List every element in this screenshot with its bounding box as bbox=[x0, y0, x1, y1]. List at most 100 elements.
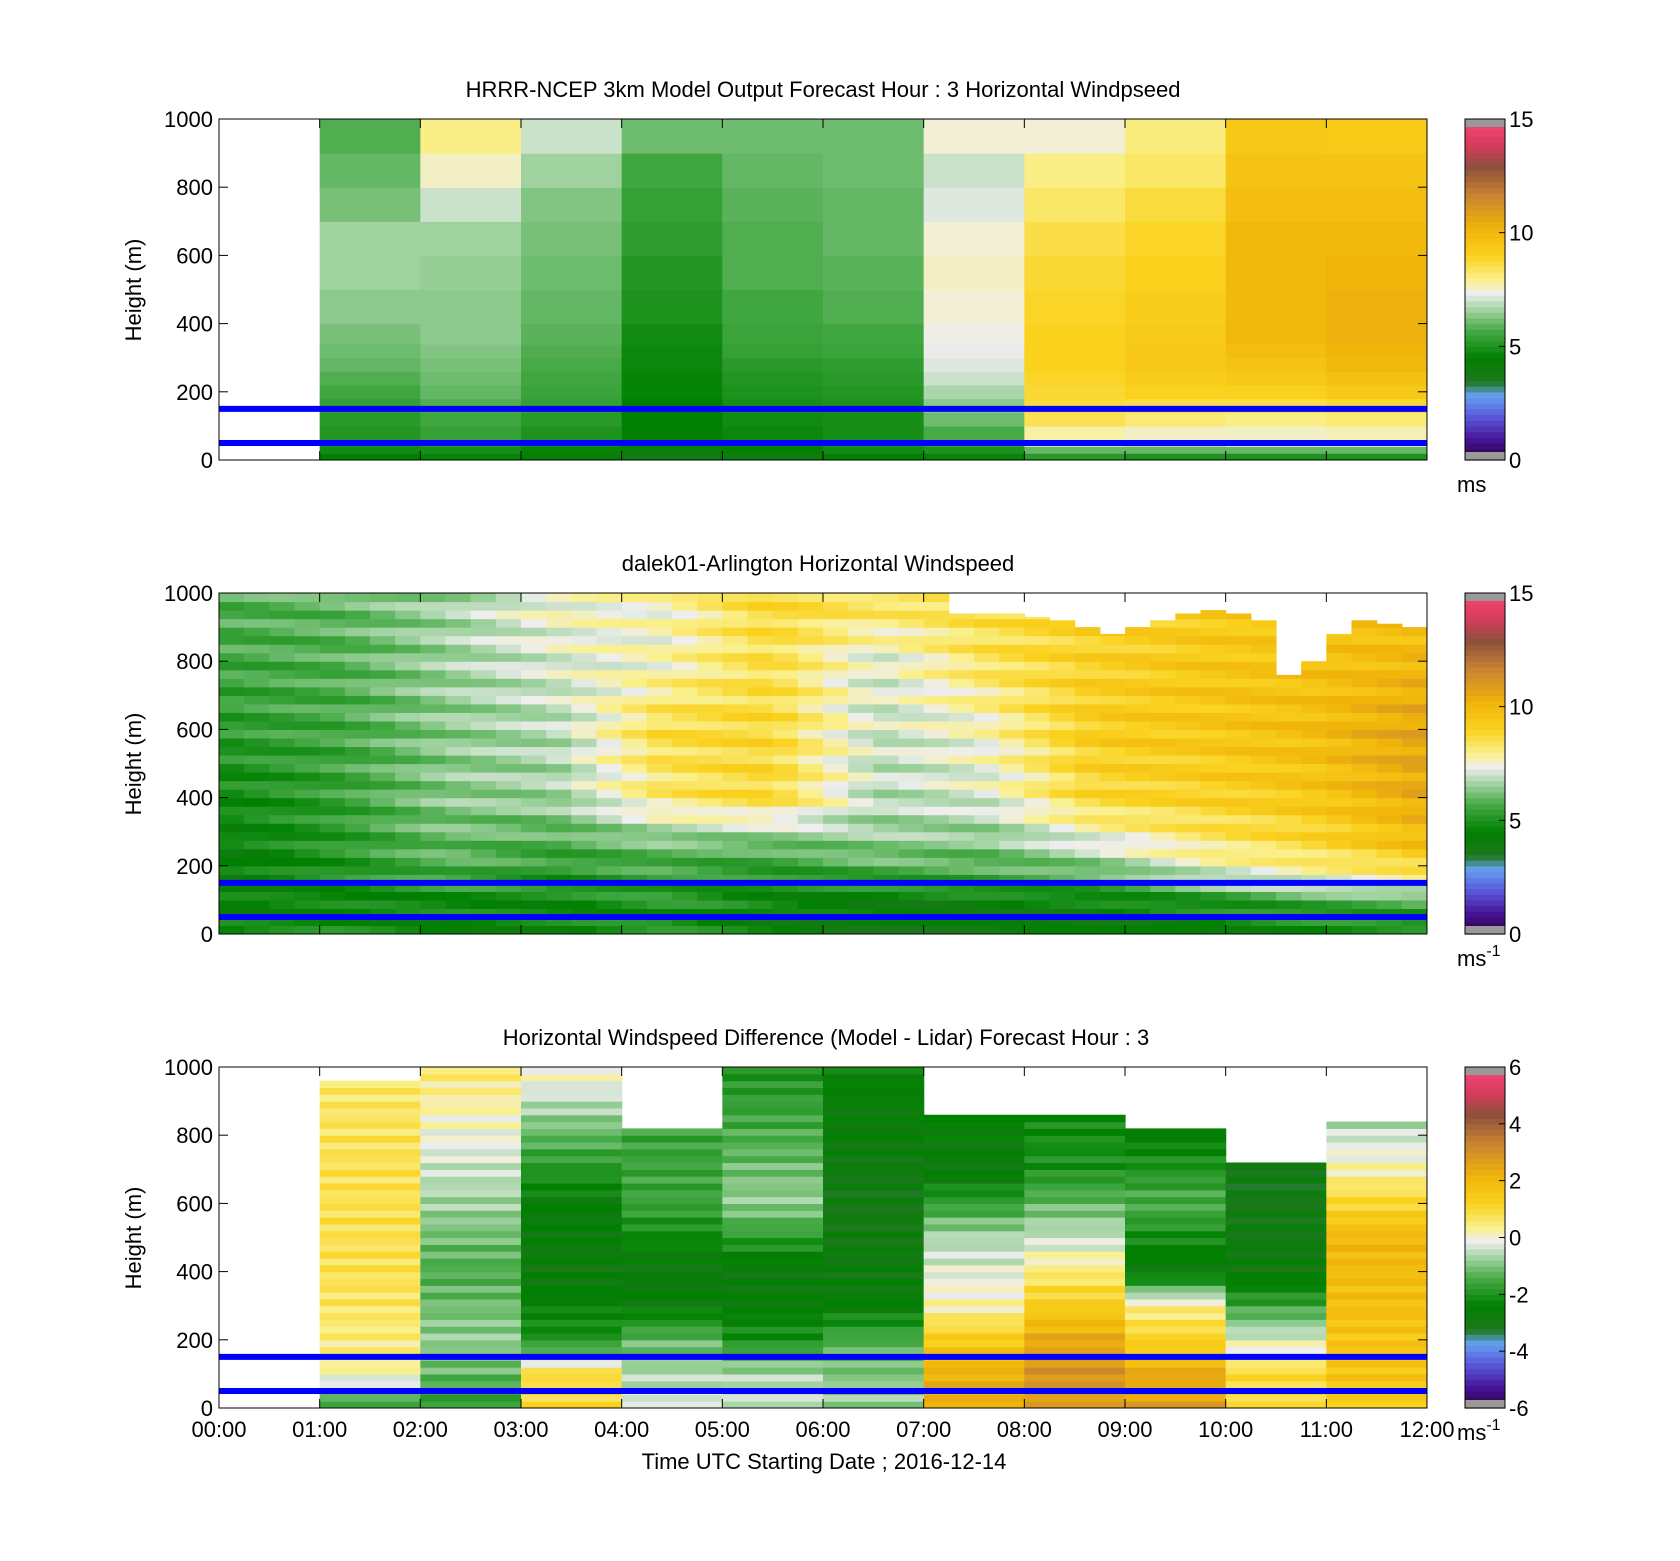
heatmap-cell bbox=[621, 737, 648, 748]
heatmap-cell bbox=[823, 780, 849, 790]
heatmap-cell bbox=[294, 916, 321, 927]
heatmap-cell bbox=[1301, 695, 1327, 705]
heatmap-cell bbox=[1326, 746, 1353, 756]
heatmap-cell bbox=[797, 908, 824, 918]
heatmap-cell bbox=[1351, 635, 1378, 645]
heatmap-cell bbox=[319, 1326, 421, 1334]
heatmap-cell bbox=[445, 720, 472, 730]
heatmap-cell bbox=[521, 1114, 623, 1123]
heatmap-cell bbox=[873, 908, 900, 918]
heatmap-cell bbox=[269, 703, 296, 713]
heatmap-cell bbox=[445, 848, 472, 858]
heatmap-cell bbox=[898, 840, 925, 850]
heatmap-cell bbox=[1074, 763, 1101, 773]
heatmap-cell bbox=[672, 686, 698, 696]
heatmap-cell bbox=[873, 899, 900, 910]
heatmap-cell bbox=[948, 729, 975, 739]
heatmap-cell bbox=[974, 618, 1000, 628]
heatmap-cell bbox=[521, 412, 623, 427]
heatmap-cell bbox=[495, 899, 522, 910]
heatmap-cell bbox=[1125, 1394, 1227, 1402]
heatmap-cell bbox=[1125, 153, 1227, 188]
heatmap-cell bbox=[621, 661, 648, 671]
heatmap-cell bbox=[1250, 891, 1277, 901]
y-tick-label: 0 bbox=[201, 1396, 213, 1421]
heatmap-cell bbox=[1200, 644, 1227, 654]
heatmap-cell bbox=[1301, 823, 1327, 833]
heatmap-cell bbox=[1225, 678, 1252, 688]
heatmap-cell bbox=[1276, 772, 1302, 782]
heatmap-cell bbox=[219, 899, 245, 910]
heatmap-cell bbox=[571, 797, 598, 807]
heatmap-cell bbox=[772, 814, 799, 824]
heatmap-cell bbox=[445, 908, 472, 918]
heatmap-cell bbox=[848, 789, 874, 799]
heatmap-cell bbox=[621, 874, 648, 884]
heatmap-cell bbox=[1301, 737, 1327, 748]
heatmap-cell bbox=[420, 1182, 522, 1191]
heatmap-cell bbox=[1200, 627, 1227, 637]
colorbar-segment bbox=[1465, 1095, 1505, 1102]
heatmap-cell bbox=[1326, 323, 1427, 345]
heatmap-cell bbox=[621, 446, 723, 454]
heatmap-cell bbox=[923, 1189, 1025, 1198]
heatmap-cell bbox=[1326, 814, 1353, 824]
heatmap-cell bbox=[344, 737, 371, 748]
heatmap-cell bbox=[621, 891, 648, 901]
heatmap-cell bbox=[370, 874, 396, 884]
heatmap-cell bbox=[244, 601, 270, 611]
heatmap-cell bbox=[596, 601, 623, 611]
heatmap-cell bbox=[395, 669, 421, 679]
heatmap-cell bbox=[772, 806, 799, 816]
heatmap-cell bbox=[621, 1373, 723, 1382]
heatmap-cell bbox=[420, 1101, 522, 1109]
heatmap-cell bbox=[294, 703, 321, 713]
heatmap-cell bbox=[923, 1148, 1025, 1157]
heatmap-cell bbox=[621, 1135, 723, 1143]
heatmap-cell bbox=[370, 882, 396, 892]
heatmap-cell bbox=[1326, 1264, 1427, 1273]
heatmap-cell bbox=[1024, 1182, 1126, 1191]
heatmap-cell bbox=[319, 1237, 421, 1245]
heatmap-cell bbox=[319, 1346, 421, 1355]
colorbar-segment bbox=[1465, 1197, 1505, 1204]
heatmap-cell bbox=[923, 865, 950, 875]
heatmap-cell bbox=[319, 1169, 421, 1177]
heatmap-cell bbox=[1024, 1257, 1126, 1266]
heatmap-cell bbox=[1401, 635, 1427, 645]
heatmap-cell bbox=[1049, 686, 1076, 696]
heatmap-cell bbox=[1326, 908, 1353, 918]
heatmap-cell bbox=[1024, 1237, 1126, 1245]
colorbar-segment bbox=[1465, 386, 1505, 393]
heatmap-cell bbox=[1351, 789, 1378, 799]
heatmap-cell bbox=[797, 772, 824, 782]
heatmap-cell bbox=[219, 763, 245, 773]
heatmap-cell bbox=[1125, 772, 1151, 782]
heatmap-cell bbox=[470, 891, 497, 901]
heatmap-cell bbox=[722, 678, 749, 688]
heatmap-cell bbox=[1276, 703, 1302, 713]
heatmap-cell bbox=[521, 874, 547, 884]
heatmap-cell bbox=[294, 891, 321, 901]
heatmap-cell bbox=[848, 874, 874, 884]
heatmap-cell bbox=[495, 848, 522, 858]
heatmap-cell bbox=[646, 695, 673, 705]
heatmap-cell bbox=[797, 891, 824, 901]
heatmap-cell bbox=[1301, 925, 1327, 934]
heatmap-cells bbox=[219, 593, 1427, 934]
heatmap-cell bbox=[420, 1237, 522, 1245]
heatmap-cell bbox=[621, 371, 723, 386]
heatmap-cell bbox=[1024, 1128, 1126, 1136]
heatmap-cell bbox=[672, 754, 698, 765]
heatmap-cell bbox=[1125, 763, 1151, 773]
heatmap-cell bbox=[370, 729, 396, 739]
colorbar-segment bbox=[1465, 615, 1505, 623]
heatmap-cell bbox=[923, 780, 950, 790]
heatmap-cell bbox=[319, 899, 346, 910]
heatmap-cell bbox=[1099, 823, 1126, 833]
x-tick-label: 10:00 bbox=[1198, 1417, 1253, 1442]
colorbar-segment bbox=[1465, 1226, 1505, 1233]
heatmap-cell bbox=[621, 644, 648, 654]
heatmap-cell bbox=[722, 823, 749, 833]
heatmap-cell bbox=[1326, 1196, 1427, 1204]
